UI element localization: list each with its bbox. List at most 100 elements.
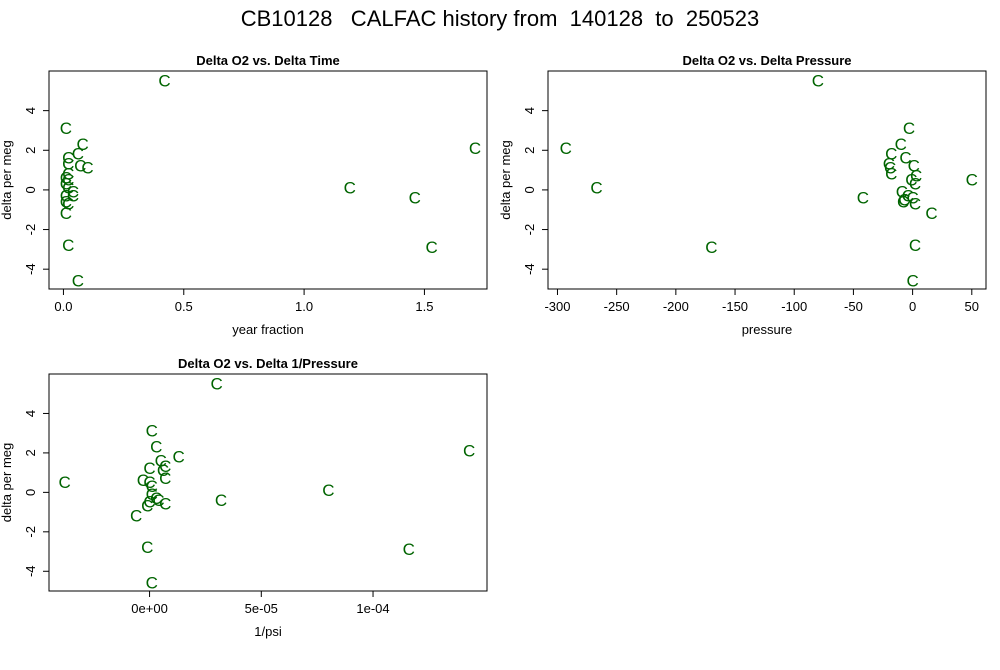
y-tick-label: 4 [23,107,38,114]
data-point: C [130,507,142,526]
x-tick-label: 1.0 [295,299,313,314]
data-point: C [590,178,602,197]
data-point: C [906,272,918,291]
data-point: C [906,188,918,207]
x-tick-label: -50 [844,299,863,314]
y-tick-label: -4 [522,263,537,275]
x-tick-label: 50 [965,299,979,314]
x-tick-label: 0.0 [54,299,72,314]
data-point: C [903,119,915,138]
x-axis-label-3: 1/psi [254,624,282,639]
y-tick-label: -2 [23,526,38,538]
data-point: C [143,493,155,512]
data-point: C [143,459,155,478]
data-point: C [426,238,438,257]
x-tick-label: 0.5 [175,299,193,314]
data-point: C [81,159,93,178]
data-point: C [896,182,908,201]
data-point: C [158,71,170,90]
plot-title-1: Delta O2 vs. Delta Time [196,53,340,68]
x-tick-label: -150 [722,299,748,314]
data-point: C [62,194,74,213]
data-point: C [150,489,162,508]
data-point: C [146,477,158,496]
data-point: C [62,178,74,197]
x-tick-label: -100 [781,299,807,314]
page-title: CB10128 CALFAC history from 140128 to 25… [240,6,760,31]
data-point: C [895,135,907,154]
data-point: C [463,441,475,460]
y-tick-label: 4 [23,410,38,417]
data-point: C [885,165,897,184]
data-point: C [925,204,937,223]
data-point: C [159,495,171,514]
x-tick-label: 1.5 [415,299,433,314]
data-point: C [899,149,911,168]
y-tick-label: -4 [23,565,38,577]
y-tick-label: 2 [23,147,38,154]
data-point: C [705,238,717,257]
y-tick-label: 0 [23,489,38,496]
x-tick-label: 0e+00 [131,601,168,616]
data-point: C [60,192,72,211]
y-tick-label: 2 [23,449,38,456]
data-point: C [403,540,415,559]
data-point: C [60,204,72,223]
data-point: C [172,447,184,466]
plot-title-3: Delta O2 vs. Delta 1/Pressure [178,356,358,371]
data-point: C [60,174,72,193]
data-point: C [62,171,74,190]
data-point: C [141,538,153,557]
data-point: C [141,497,153,516]
data-point: C [152,491,164,510]
y-tick-label: -2 [522,224,537,236]
data-point: C [215,491,227,510]
plot-frame-1 [48,70,488,290]
y-tick-label: 2 [522,147,537,154]
data-point: C [67,186,79,205]
x-axis-label-2: pressure [742,322,793,337]
data-point: C [62,236,74,255]
data-point: C [884,159,896,178]
x-tick-label: -250 [604,299,630,314]
y-tick-label: 4 [522,107,537,114]
data-point: C [67,182,79,201]
data-point: C [159,457,171,476]
data-point: C [72,145,84,164]
data-point: C [59,473,71,492]
data-point: C [157,461,169,480]
x-tick-label: -200 [663,299,689,314]
data-point: C [60,186,72,205]
data-point: C [910,167,922,186]
data-point: C [909,194,921,213]
data-point: C [883,155,895,174]
data-point: C [146,574,158,593]
data-point: C [909,174,921,193]
data-point: C [74,157,86,176]
data-point: C [60,119,72,138]
data-point: C [905,171,917,190]
y-tick-label: 0 [522,186,537,193]
x-axis-label-1: year fraction [232,322,304,337]
y-axis-label-2: delta per meg [498,140,513,220]
data-point: C [897,192,909,211]
x-tick-label: -300 [544,299,570,314]
data-point: C [159,469,171,488]
data-point: C [155,451,167,470]
data-point: C [143,473,155,492]
plot-title-2: Delta O2 vs. Delta Pressure [682,53,851,68]
data-point: C [812,71,824,90]
data-point: C [409,188,421,207]
x-tick-label: 5e-05 [245,601,278,616]
data-point: C [857,188,869,207]
data-point: C [137,471,149,490]
data-point: C [902,186,914,205]
data-point: C [344,178,356,197]
y-axis-label-3: delta per meg [0,443,14,523]
data-point: C [210,374,222,393]
data-point: C [908,157,920,176]
data-point: C [469,139,481,158]
data-point: C [560,139,572,158]
y-tick-label: -4 [23,263,38,275]
